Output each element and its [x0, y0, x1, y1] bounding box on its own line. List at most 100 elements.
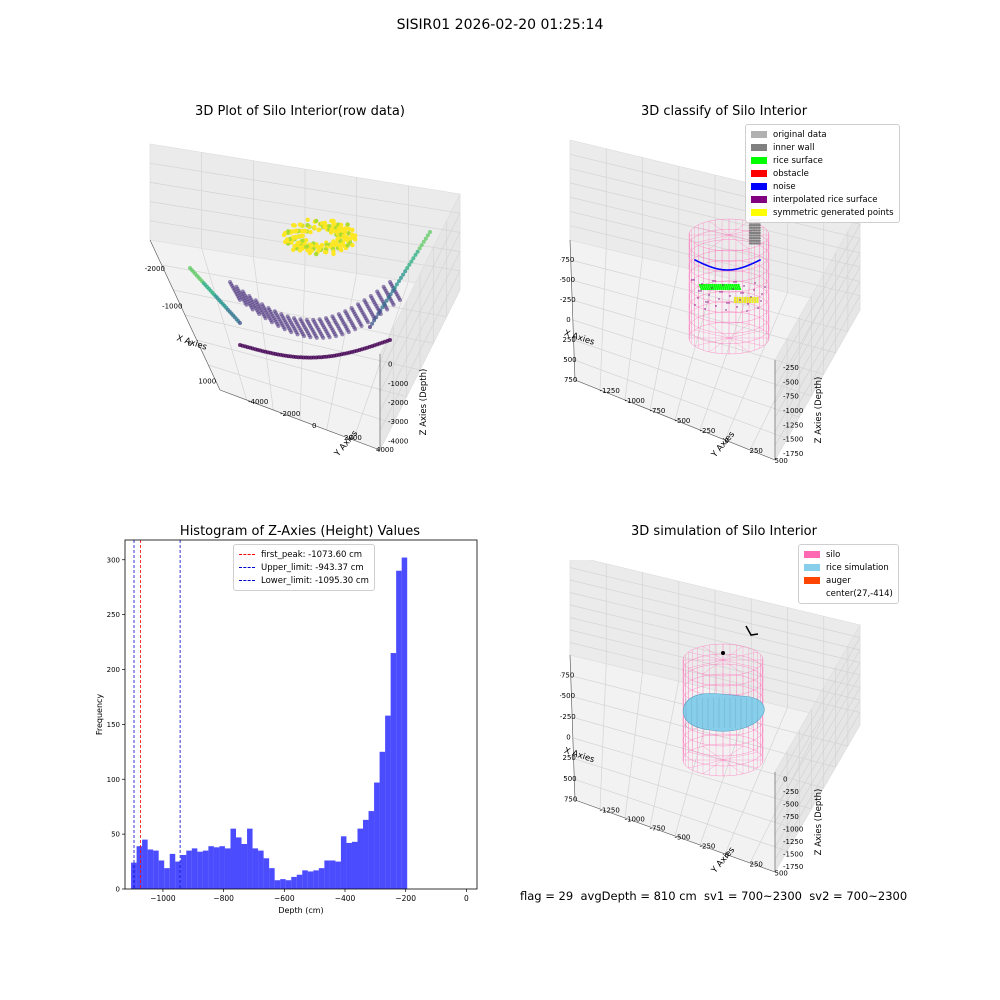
histogram-bar — [219, 846, 225, 889]
silo-floor-spoke — [688, 751, 724, 761]
data-point — [347, 236, 353, 241]
data-point — [401, 272, 406, 277]
interpolated-point — [754, 282, 756, 284]
silo-floor-spoke — [728, 337, 750, 353]
rice-surface-point — [707, 283, 710, 287]
silo-floor-spoke — [702, 759, 724, 775]
rice-surface-point — [734, 285, 737, 289]
histogram-bar — [158, 860, 165, 889]
rice-surface-point — [712, 287, 715, 291]
rice-surface-point — [719, 283, 722, 287]
x-axis-title: Depth (cm) — [278, 906, 323, 915]
histogram-bar — [175, 861, 181, 889]
data-point — [257, 312, 262, 316]
z-tick-label: -1250 — [783, 421, 803, 429]
grid-line — [624, 672, 643, 819]
data-point — [282, 327, 287, 332]
grid-line — [774, 649, 861, 798]
histogram-bar — [186, 850, 192, 889]
histogram-bar — [142, 839, 148, 889]
grid-line — [774, 662, 861, 810]
data-point — [388, 338, 392, 342]
rice-surface-point — [738, 285, 741, 289]
histogram-legend: first_peak: -1073.60 cm Upper_limit: -943… — [233, 544, 375, 591]
grid-line — [774, 224, 861, 375]
x-axis-line — [569, 239, 576, 381]
x-tick-label: 500 — [563, 775, 576, 783]
rice-surface-point — [698, 283, 702, 287]
legend-entry: first_peak: -1073.60 cm — [239, 548, 369, 561]
histogram-bar — [252, 848, 259, 889]
rice-surface-point — [728, 285, 731, 289]
symmetric-point — [741, 298, 744, 302]
symmetric-point — [733, 296, 737, 300]
silo-top-spoke — [694, 234, 730, 244]
symmetric-point — [746, 300, 749, 304]
symmetric-point — [756, 298, 759, 302]
data-point — [345, 222, 350, 227]
y-tick-label: -500 — [675, 417, 691, 425]
z-axis-title: Z Axies (Depth) — [814, 377, 824, 444]
histogram-bar — [213, 847, 220, 889]
grid-line — [252, 256, 274, 411]
x-tick-label: −1000 — [150, 894, 176, 903]
interpolated-point — [735, 281, 737, 283]
rice-simulation-surface — [682, 693, 765, 732]
silo-floor-spoke — [694, 337, 730, 347]
simulation-legend: silo rice simulation auger center(27,-414) — [798, 544, 899, 604]
histogram-bar — [236, 837, 242, 889]
interpolated-point — [764, 286, 766, 288]
rice-surface-point — [721, 285, 725, 289]
data-point — [302, 334, 306, 339]
grid-line — [774, 295, 861, 446]
x-tick-label: 500 — [563, 356, 576, 364]
data-point — [295, 240, 300, 246]
x-tick-label: 250 — [563, 754, 576, 762]
data-point — [305, 217, 310, 222]
axes-frame — [124, 539, 478, 890]
interpolated-point — [747, 303, 749, 305]
z-tick-label: 0 — [388, 361, 392, 369]
symmetric-point — [736, 300, 739, 304]
data-point — [392, 285, 397, 290]
rice-surface-point — [711, 283, 714, 287]
inner-wall-point — [758, 231, 761, 235]
data-point — [425, 233, 430, 238]
figure-title: SISIR01 2026-02-20 01:25:14 — [396, 17, 604, 33]
interpolated-point — [742, 292, 744, 294]
rice-surface — [682, 693, 765, 732]
data-point — [292, 244, 297, 249]
legend-entry: rice simulation — [804, 561, 893, 574]
data-point — [340, 332, 345, 337]
x-tick-label: -2000 — [145, 265, 165, 273]
histogram-bar — [230, 828, 236, 889]
grid-line — [724, 292, 788, 441]
histogram-bar — [274, 880, 281, 889]
y-tick-label: -1250 — [600, 387, 620, 395]
silo-top-spoke — [688, 659, 724, 669]
legend-label: interpolated rice surface — [773, 194, 878, 205]
rice-surface-point — [738, 287, 742, 291]
auger-marker — [745, 625, 759, 636]
legend-entry: auger — [804, 574, 893, 587]
rice-surface-point — [729, 283, 732, 287]
legend-label: rice surface — [773, 155, 823, 166]
legend-swatch — [804, 564, 820, 571]
x-tick-label: 0 — [566, 734, 570, 742]
data-point — [346, 226, 352, 232]
symmetric-point — [748, 300, 752, 304]
raw-3d-plot: -2000 -1000 0 1000 -4000 -2000 0 2000 4000 0 -1000… — [145, 143, 461, 459]
rice-surface-point — [703, 285, 706, 289]
x-tick-label: 750 — [564, 376, 577, 384]
data-point — [294, 228, 299, 233]
grid-line — [569, 617, 861, 688]
legend-swatch — [751, 196, 767, 203]
legend-label: center(27,-414) — [826, 588, 893, 599]
y-tick-label: 50 — [111, 831, 120, 839]
histogram-bar — [191, 848, 198, 889]
rice-surface-point — [715, 283, 718, 287]
grid-line — [569, 642, 861, 713]
data-point — [314, 335, 319, 340]
data-point — [407, 262, 412, 267]
rice-surface-point — [732, 285, 735, 289]
